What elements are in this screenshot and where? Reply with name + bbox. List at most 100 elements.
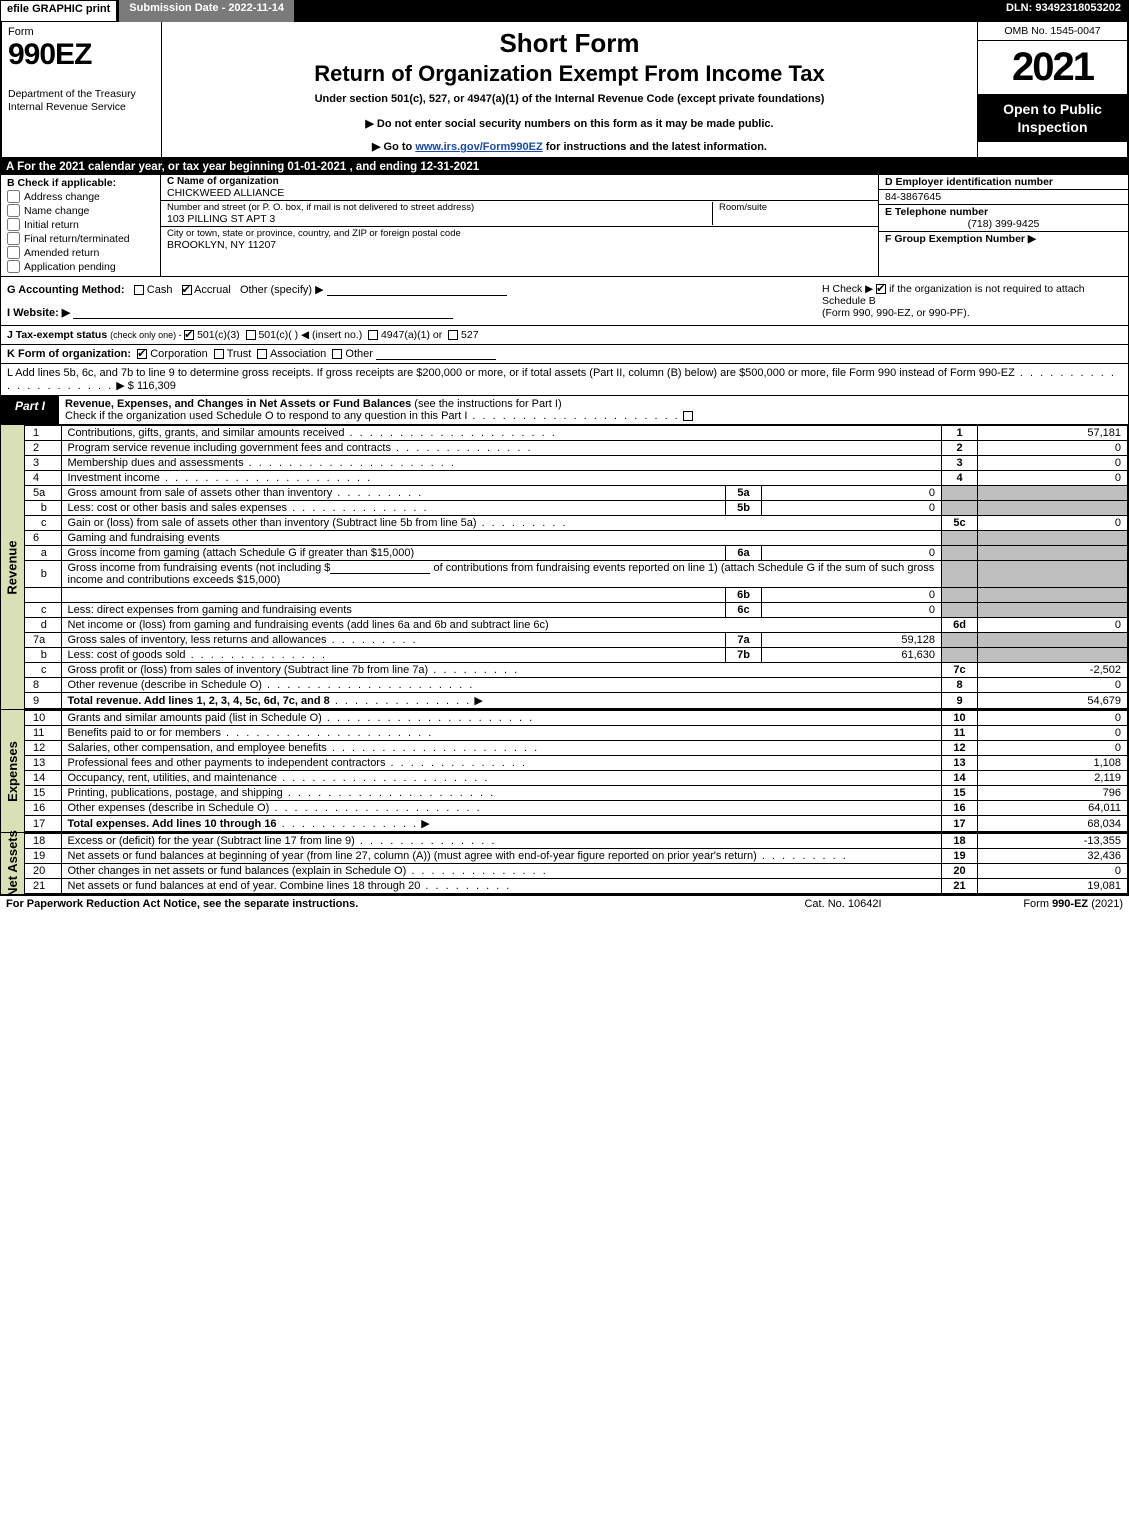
website-input[interactable] [73, 307, 453, 319]
line-5c-desc: Gain or (loss) from sale of assets other… [68, 517, 477, 529]
part-i-title-block: Revenue, Expenses, and Changes in Net As… [59, 396, 1128, 424]
line-6c-subval: 0 [762, 603, 942, 618]
org-name: CHICKWEED ALLIANCE [167, 187, 872, 199]
line-9-val: 54,679 [978, 693, 1128, 709]
street-label: Number and street (or P. O. box, if mail… [167, 202, 712, 213]
other-org-checkbox[interactable] [332, 349, 342, 359]
netassets-table: 18Excess or (deficit) for the year (Subt… [25, 833, 1128, 894]
revenue-table: 1Contributions, gifts, grants, and simil… [25, 425, 1128, 709]
revenue-sidelabel: Revenue [1, 425, 25, 709]
schedule-o-checkbox[interactable] [683, 411, 693, 421]
l-amount: ▶ $ 116,309 [116, 380, 176, 392]
trust-checkbox[interactable] [214, 349, 224, 359]
line-6d-val: 0 [978, 618, 1128, 633]
g-left: G Accounting Method: Cash Accrual Other … [7, 283, 822, 319]
goto-post: for instructions and the latest informat… [543, 141, 767, 153]
g-line: G Accounting Method: Cash Accrual Other … [7, 283, 822, 296]
line-21-desc: Net assets or fund balances at end of ye… [68, 880, 421, 892]
row-a-tax-year: A For the 2021 calendar year, or tax yea… [0, 159, 1129, 175]
netassets-section: Net Assets 18Excess or (deficit) for the… [0, 833, 1129, 895]
row-j: J Tax-exempt status (check only one) - 5… [0, 326, 1129, 345]
other-specify-input[interactable] [327, 284, 507, 296]
line-21-val: 19,081 [978, 879, 1128, 894]
f-label: F Group Exemption Number ▶ [885, 233, 1036, 245]
b-item-0: Address change [24, 191, 100, 203]
line-7a-no: 7a [25, 633, 61, 648]
c-street-row: Number and street (or P. O. box, if mail… [161, 201, 878, 227]
line-6d-desc: Net income or (loss) from gaming and fun… [68, 619, 549, 631]
footer-right-pre: Form [1023, 898, 1052, 910]
line-7c-no: c [25, 663, 61, 678]
col-c: C Name of organization CHICKWEED ALLIANC… [161, 175, 878, 276]
line-16-desc: Other expenses (describe in Schedule O) [68, 802, 270, 814]
part-i-label: Part I [1, 396, 59, 424]
line-14-val: 2,119 [978, 771, 1128, 786]
amended-return-checkbox[interactable] [7, 246, 20, 259]
other-org-input[interactable] [376, 348, 496, 360]
irs-link[interactable]: www.irs.gov/Form990EZ [415, 141, 542, 153]
line-3-val: 0 [978, 456, 1128, 471]
footer-right: Form 990-EZ (2021) [943, 898, 1123, 910]
line-12-val: 0 [978, 741, 1128, 756]
return-title: Return of Organization Exempt From Incom… [170, 61, 969, 87]
line-6a-desc: Gross income from gaming (attach Schedul… [68, 547, 415, 559]
line-8-desc: Other revenue (describe in Schedule O) [68, 679, 262, 691]
line-6-no: 6 [25, 531, 61, 546]
name-change-checkbox[interactable] [7, 204, 20, 217]
b-item-5: Application pending [24, 261, 116, 273]
line-5c-num: 5c [942, 516, 978, 531]
line-10-num: 10 [942, 711, 978, 726]
line-8-no: 8 [25, 678, 61, 693]
association-checkbox[interactable] [257, 349, 267, 359]
line-6b-no: b [25, 561, 61, 588]
line-6a-sub: 6a [726, 546, 762, 561]
line-9-desc: Total revenue. Add lines 1, 2, 3, 4, 5c,… [68, 695, 330, 707]
line-2-num: 2 [942, 441, 978, 456]
final-return-checkbox[interactable] [7, 232, 20, 245]
line-17-no: 17 [25, 816, 61, 832]
f-block: F Group Exemption Number ▶ [879, 232, 1128, 246]
accrual-checkbox[interactable] [182, 285, 192, 295]
b-title: B Check if applicable: [7, 177, 154, 189]
line-15-no: 15 [25, 786, 61, 801]
c-city-block: City or town, state or province, country… [161, 227, 878, 252]
line-6d-no: d [25, 618, 61, 633]
part-i-sub: (see the instructions for Part I) [411, 398, 561, 410]
c-name-block: C Name of organization CHICKWEED ALLIANC… [161, 175, 878, 201]
corporation-checkbox[interactable] [137, 349, 147, 359]
line-7a-sub: 7a [726, 633, 762, 648]
line-20-no: 20 [25, 864, 61, 879]
line-5c-no: c [25, 516, 61, 531]
footer-center: Cat. No. 10642I [743, 898, 943, 910]
cash-checkbox[interactable] [134, 285, 144, 295]
c-label: C Name of organization [167, 176, 872, 187]
line-7c-desc: Gross profit or (loss) from sales of inv… [68, 664, 429, 676]
k-opt2: Association [270, 348, 326, 360]
4947-checkbox[interactable] [368, 330, 378, 340]
line-10-desc: Grants and similar amounts paid (list in… [68, 712, 322, 724]
line-5b-sub: 5b [726, 501, 762, 516]
l-text: L Add lines 5b, 6c, and 7b to line 9 to … [7, 367, 1015, 379]
col-b: B Check if applicable: Address change Na… [1, 175, 161, 276]
line-9-num: 9 [942, 693, 978, 709]
address-change-checkbox[interactable] [7, 190, 20, 203]
line-19-no: 19 [25, 849, 61, 864]
j-opt4: 527 [461, 329, 479, 341]
line-13-val: 1,108 [978, 756, 1128, 771]
application-pending-checkbox[interactable] [7, 260, 20, 273]
line-8-val: 0 [978, 678, 1128, 693]
line-2-val: 0 [978, 441, 1128, 456]
501c3-checkbox[interactable] [184, 330, 194, 340]
ssn-note: ▶ Do not enter social security numbers o… [170, 117, 969, 130]
line-6b-subval: 0 [762, 588, 942, 603]
527-checkbox[interactable] [448, 330, 458, 340]
line-6b-amount-input[interactable] [330, 562, 430, 574]
line-6-desc: Gaming and fundraising events [61, 531, 942, 546]
line-19-val: 32,436 [978, 849, 1128, 864]
topbar-spacer [294, 0, 998, 22]
h-checkbox[interactable] [876, 284, 886, 294]
b-item-3: Final return/terminated [24, 233, 130, 245]
line-5a-sub: 5a [726, 486, 762, 501]
initial-return-checkbox[interactable] [7, 218, 20, 231]
501c-checkbox[interactable] [246, 330, 256, 340]
